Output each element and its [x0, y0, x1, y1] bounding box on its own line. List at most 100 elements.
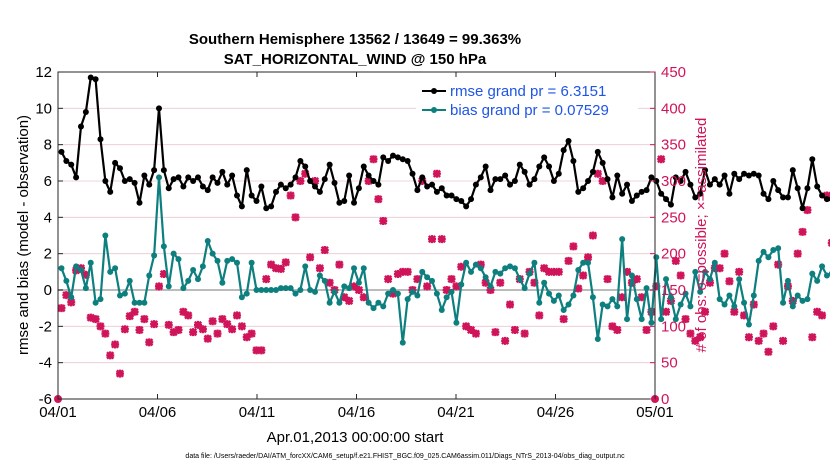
obs-marker	[559, 315, 568, 324]
bias-point	[487, 283, 494, 290]
rmse-point	[141, 172, 148, 179]
bias-point	[282, 285, 289, 292]
bias-point	[502, 265, 509, 272]
rmse-point	[58, 148, 65, 155]
rmse-point	[526, 181, 533, 188]
rmse-point	[531, 176, 538, 183]
bias-point	[160, 243, 167, 250]
bias-point	[287, 285, 294, 292]
rmse-point	[190, 178, 197, 184]
rmse-point	[589, 168, 596, 175]
bias-point	[141, 299, 148, 306]
rmse-point	[458, 197, 465, 204]
bias-point	[268, 287, 275, 293]
obs-marker	[384, 275, 393, 284]
rmse-point	[667, 201, 674, 208]
rmse-point	[399, 156, 406, 163]
obs-marker	[423, 282, 432, 291]
obs-marker	[608, 322, 617, 331]
obs-marker	[564, 256, 573, 265]
rmse-point	[580, 185, 587, 192]
obs-marker	[632, 275, 641, 284]
rmse-point	[273, 188, 280, 195]
obs-marker	[486, 285, 495, 295]
bias-point	[390, 287, 397, 293]
rmse-point	[614, 172, 621, 179]
obs-marker	[657, 155, 666, 164]
obs-marker	[593, 169, 602, 178]
rmse-point	[555, 170, 562, 177]
bias-point	[760, 248, 767, 255]
rmse-point	[258, 183, 265, 190]
obs-marker	[145, 338, 154, 347]
bias-point	[448, 288, 455, 295]
bias-point	[433, 290, 440, 297]
rmse-point	[550, 178, 557, 184]
rmse-point	[624, 181, 631, 188]
obs-marker	[174, 325, 183, 335]
obs-marker	[359, 293, 368, 302]
rmse-point	[380, 154, 387, 161]
obs-marker	[193, 320, 203, 329]
obs-marker	[652, 282, 661, 291]
bias-point	[765, 254, 772, 261]
bias-point	[628, 272, 635, 279]
rmse-point	[97, 136, 104, 143]
bias-point	[253, 287, 260, 293]
bias-point	[238, 294, 245, 301]
rmse-point	[560, 147, 567, 154]
bias-point	[511, 265, 518, 272]
bias-point	[482, 274, 489, 281]
bias-point	[414, 292, 421, 299]
rmse-point	[502, 172, 509, 179]
obs-marker	[613, 325, 622, 335]
rmse-point	[116, 165, 123, 172]
obs-marker	[749, 300, 758, 309]
obs-marker	[125, 312, 134, 321]
rmse-point	[433, 188, 440, 195]
obs-marker	[296, 176, 305, 186]
obs-marker	[588, 231, 597, 240]
rmse-point	[823, 196, 830, 203]
bias-point	[394, 290, 401, 297]
rmse-point	[248, 192, 255, 199]
rmse-point	[394, 154, 401, 161]
obs-marker	[271, 264, 281, 273]
rmse-point	[638, 188, 645, 195]
rmse-point	[199, 183, 206, 190]
rmse-point	[599, 159, 606, 166]
rmse-point	[238, 203, 245, 210]
obs-marker	[715, 264, 724, 273]
bias-point	[165, 283, 172, 290]
obs-marker	[159, 269, 168, 279]
bias-point	[497, 270, 504, 277]
grid-layer	[58, 71, 655, 400]
obs-marker	[115, 369, 125, 378]
bias-point	[185, 277, 192, 284]
bias-point	[151, 252, 158, 259]
y2-tick-label: 0	[661, 391, 669, 408]
obs-marker	[306, 253, 315, 262]
rmse-point	[794, 185, 801, 192]
rmse-point	[677, 178, 684, 184]
rmse-point	[68, 161, 75, 168]
rmse-point	[165, 185, 172, 192]
rmse-point	[697, 190, 704, 197]
rmse-point	[234, 192, 241, 199]
obs-marker	[671, 256, 680, 265]
bias-point	[477, 265, 484, 272]
bias-point	[97, 296, 104, 303]
rmse-point	[682, 168, 689, 175]
bias-point	[516, 276, 523, 283]
rmse-point	[736, 176, 743, 183]
bias-point	[380, 303, 387, 310]
obs-marker	[754, 336, 763, 345]
rmse-point	[643, 187, 650, 194]
obs-marker	[325, 278, 334, 287]
obs-marker	[774, 260, 783, 269]
bias-point	[419, 268, 426, 275]
obs-marker	[262, 275, 271, 284]
bias-point	[677, 301, 684, 308]
rmse-point	[672, 174, 679, 181]
